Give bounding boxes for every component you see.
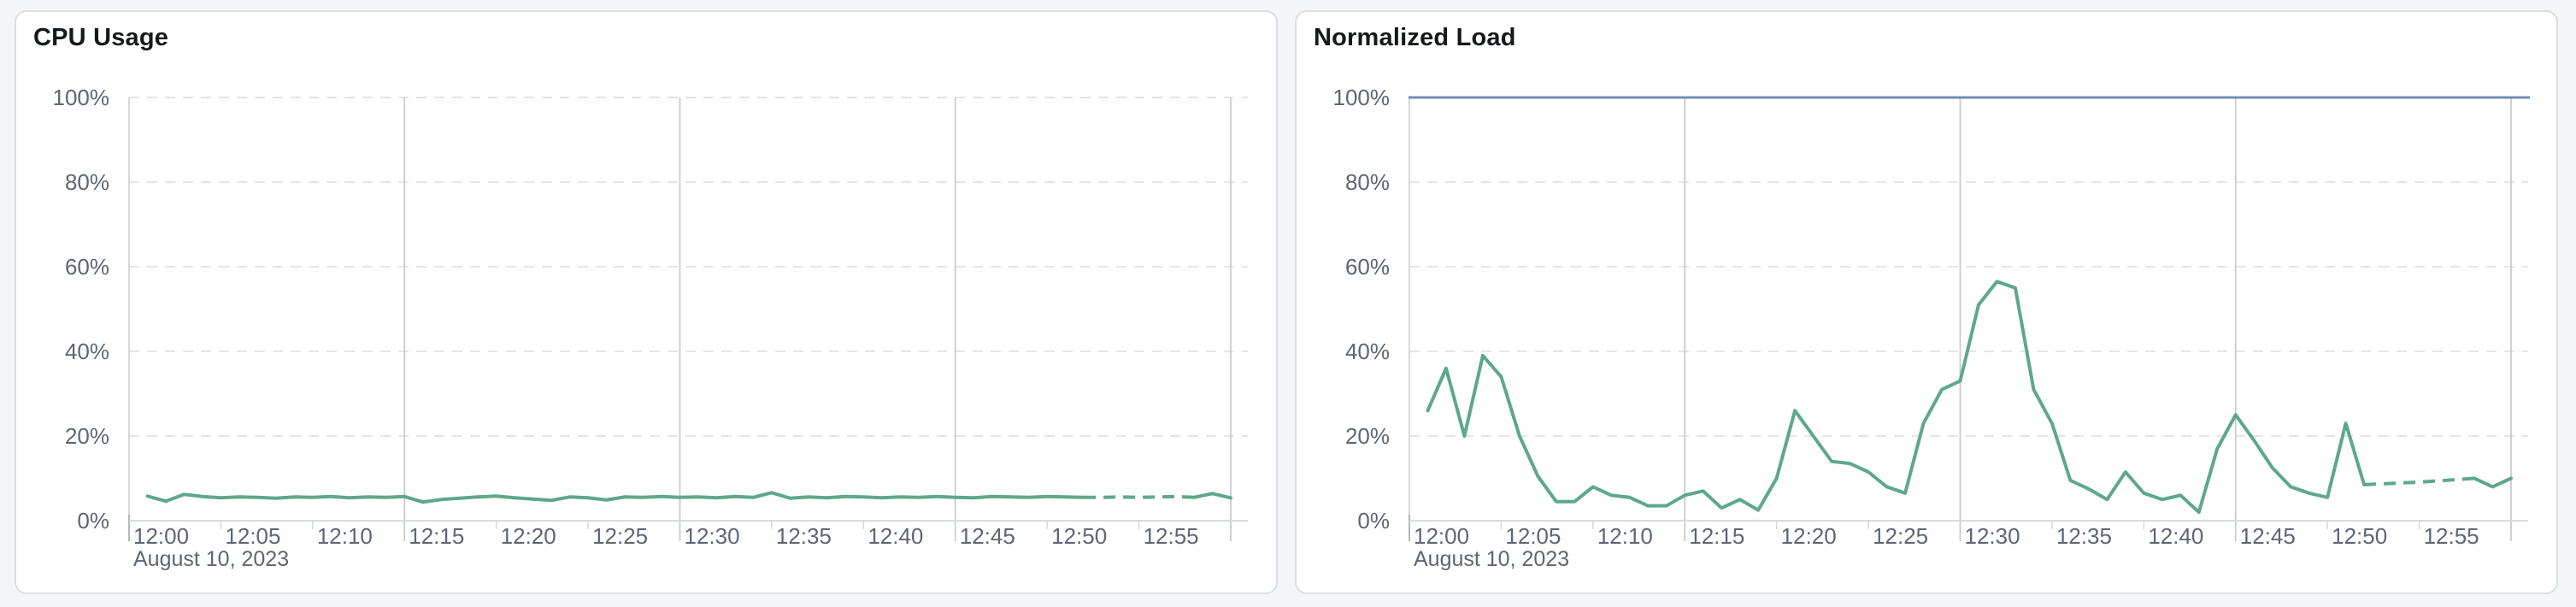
svg-text:12:50: 12:50: [2332, 523, 2387, 549]
svg-text:0%: 0%: [1357, 508, 1390, 533]
svg-text:12:35: 12:35: [776, 523, 832, 549]
svg-text:40%: 40%: [1345, 339, 1390, 364]
svg-text:12:40: 12:40: [867, 523, 923, 549]
svg-text:100%: 100%: [1333, 85, 1391, 110]
svg-text:12:05: 12:05: [1505, 523, 1561, 549]
svg-text:12:40: 12:40: [2148, 523, 2203, 549]
svg-text:12:20: 12:20: [1781, 523, 1837, 549]
cpu-usage-chart[interactable]: 0% 20% 40% 60% 80% 100% 12:00 12:05 12:10 12:15 12…: [16, 12, 1276, 592]
svg-text:20%: 20%: [1345, 423, 1390, 449]
svg-text:12:20: 12:20: [501, 523, 556, 549]
svg-text:12:35: 12:35: [2056, 523, 2112, 549]
svg-text:12:10: 12:10: [317, 523, 373, 549]
svg-text:80%: 80%: [1345, 169, 1390, 195]
svg-text:100%: 100%: [53, 85, 110, 110]
svg-text:12:55: 12:55: [2424, 523, 2479, 549]
svg-text:12:30: 12:30: [684, 523, 739, 549]
svg-text:12:10: 12:10: [1597, 523, 1653, 549]
svg-text:12:15: 12:15: [409, 523, 464, 549]
svg-text:80%: 80%: [65, 169, 109, 195]
svg-text:60%: 60%: [65, 254, 109, 280]
normalized-load-chart[interactable]: 0% 20% 40% 60% 80% 100% 12:00 12:05 12:10 12:15 12…: [1297, 12, 2556, 592]
svg-text:12:55: 12:55: [1144, 523, 1199, 549]
svg-text:12:25: 12:25: [592, 523, 648, 549]
cpu-usage-panel: CPU Usage 0% 20% 40% 60% 80% 100% 12:00 12:05 12…: [15, 10, 1278, 594]
svg-text:12:50: 12:50: [1051, 523, 1107, 549]
svg-text:12:45: 12:45: [2240, 523, 2296, 549]
svg-text:August 10, 2023: August 10, 2023: [133, 547, 289, 571]
svg-text:12:45: 12:45: [960, 523, 1015, 549]
normalized-load-panel: Normalized Load 0% 20% 40% 60% 80% 100% 12:00 1…: [1295, 10, 2558, 594]
svg-text:20%: 20%: [65, 423, 109, 449]
svg-text:August 10, 2023: August 10, 2023: [1414, 547, 1569, 571]
svg-text:12:25: 12:25: [1873, 523, 1928, 549]
svg-text:40%: 40%: [65, 339, 109, 364]
svg-text:12:00: 12:00: [1414, 523, 1469, 549]
svg-text:12:05: 12:05: [225, 523, 280, 549]
svg-text:60%: 60%: [1345, 254, 1390, 280]
chart-title-normalized-load: Normalized Load: [1314, 24, 1516, 51]
svg-text:0%: 0%: [77, 508, 109, 533]
svg-text:12:15: 12:15: [1689, 523, 1744, 549]
svg-text:12:30: 12:30: [1964, 523, 2020, 549]
chart-title-cpu-usage: CPU Usage: [33, 24, 169, 51]
svg-text:12:00: 12:00: [133, 523, 189, 549]
